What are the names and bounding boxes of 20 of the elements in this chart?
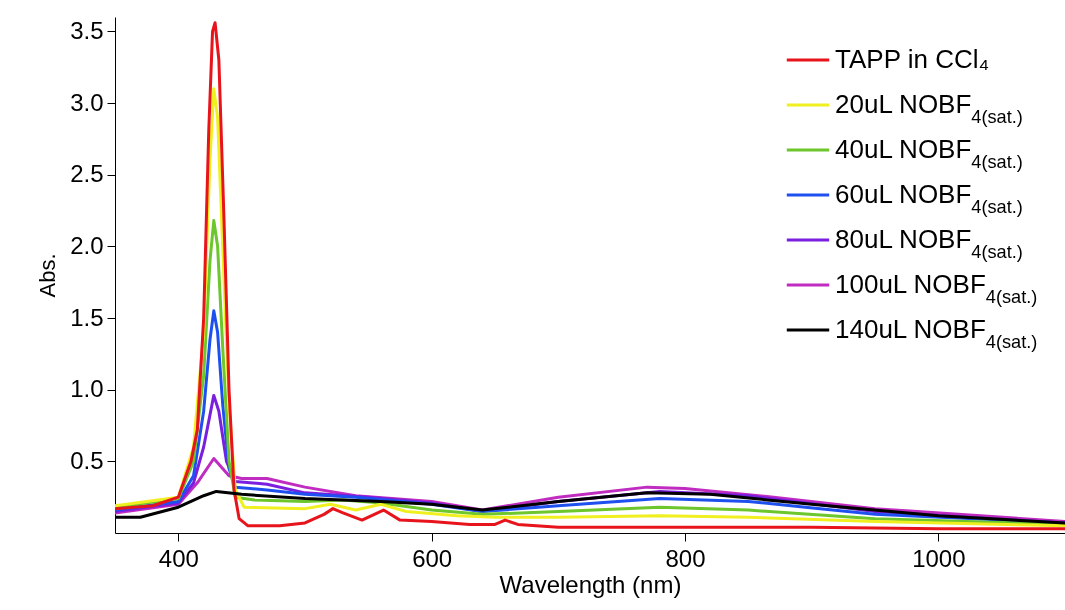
- legend-label: 100uL NOBF$_{4(sat.)}$: [835, 269, 1038, 307]
- legend-label: 80uL NOBF$_{4(sat.)}$: [835, 224, 1023, 262]
- x-axis-title: Wavelength (nm): [499, 570, 682, 598]
- y-tick-label: 3.0: [70, 88, 104, 116]
- legend-label: 20uL NOBF$_{4(sat.)}$: [835, 89, 1023, 127]
- x-tick-label: 600: [412, 544, 453, 572]
- legend-label: 140uL NOBF$_{4(sat.)}$: [835, 314, 1038, 352]
- x-tick-label: 800: [665, 544, 706, 572]
- legend-label: 40uL NOBF$_{4(sat.)}$: [835, 134, 1023, 172]
- y-tick-label: 2.0: [70, 231, 104, 259]
- legend-label: 60uL NOBF$_{4(sat.)}$: [835, 179, 1023, 217]
- y-tick-label: 1.5: [70, 303, 104, 331]
- x-tick-label: 400: [158, 544, 199, 572]
- legend-label: TAPP in CCl₄: [835, 44, 990, 74]
- y-tick-label: 3.5: [70, 16, 104, 44]
- x-tick-label: 1000: [912, 544, 966, 572]
- y-tick-label: 2.5: [70, 160, 104, 188]
- y-tick-label: 0.5: [70, 446, 104, 474]
- y-axis-title: Abs.: [35, 253, 61, 298]
- y-tick-label: 1.0: [70, 375, 104, 403]
